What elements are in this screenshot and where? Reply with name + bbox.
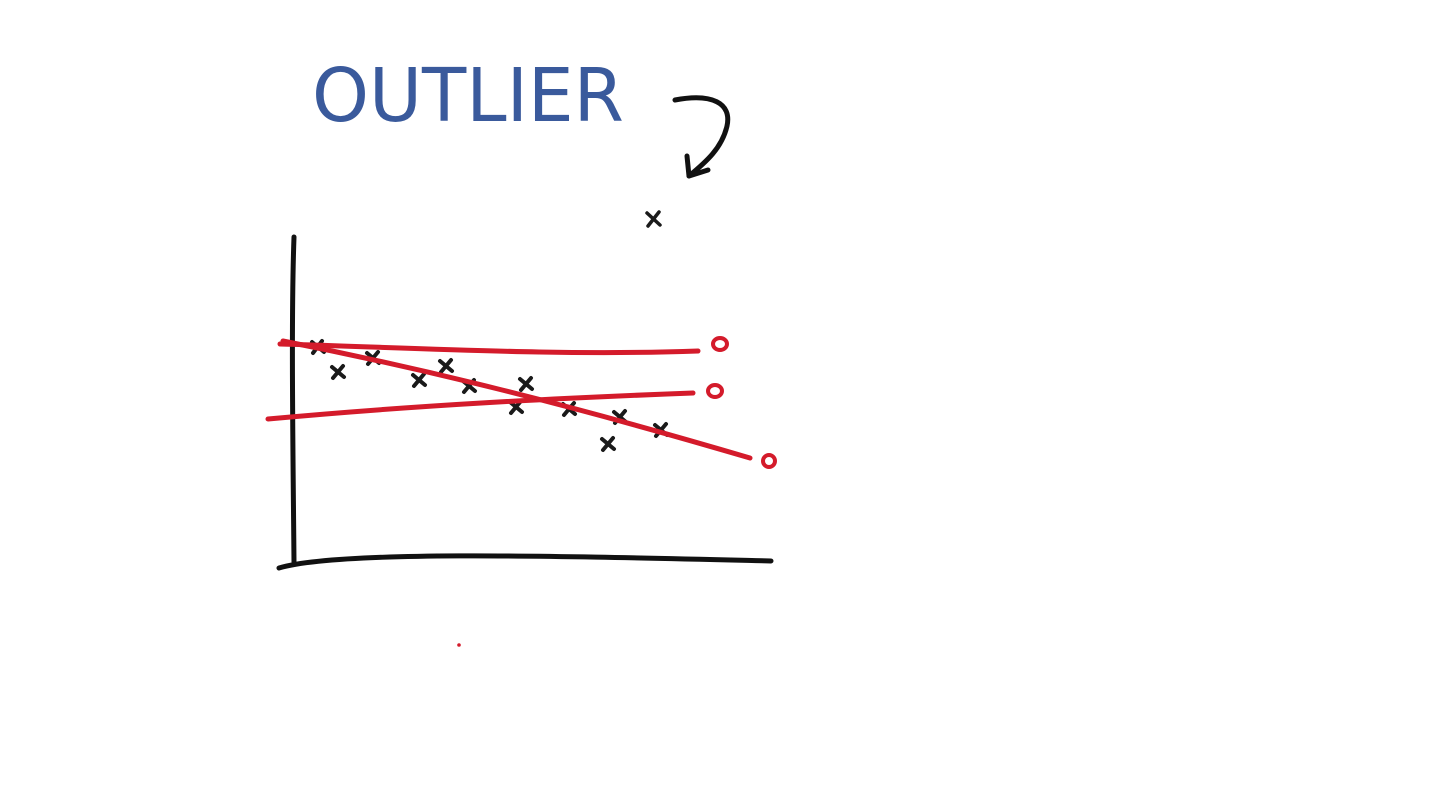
plot-axes bbox=[276, 234, 774, 571]
fit-lines bbox=[265, 336, 777, 647]
y-axis bbox=[289, 234, 297, 565]
fit-line-descending bbox=[280, 338, 753, 461]
outlier-arrow-head bbox=[684, 153, 711, 179]
data-point bbox=[438, 358, 454, 374]
data-point bbox=[411, 372, 427, 388]
outlier-annotation: OUTLIER bbox=[312, 53, 731, 179]
ink-speck bbox=[457, 643, 461, 647]
data-point bbox=[330, 364, 346, 380]
fit-line-top bbox=[277, 341, 701, 356]
fit-line-middle bbox=[265, 390, 696, 422]
data-point bbox=[518, 376, 534, 392]
x-axis bbox=[276, 553, 774, 571]
outlier-point bbox=[645, 210, 662, 228]
fit-line-middle-end bbox=[706, 383, 724, 399]
fit-line-top-end bbox=[711, 336, 729, 352]
outlier-label: OUTLIER bbox=[312, 53, 624, 139]
outlier-arrow bbox=[672, 95, 731, 179]
fit-line-descending-end bbox=[761, 453, 777, 469]
data-point bbox=[600, 436, 616, 452]
